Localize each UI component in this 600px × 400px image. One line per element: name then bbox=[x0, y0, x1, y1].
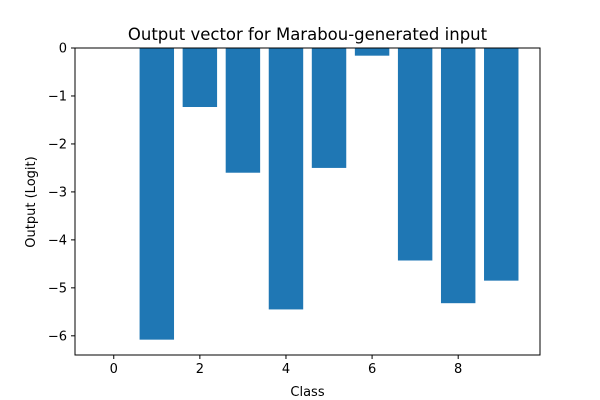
y-tick-label: 0 bbox=[59, 42, 67, 57]
y-tick-label: −1 bbox=[48, 89, 67, 104]
x-tick-label: 6 bbox=[368, 362, 376, 377]
x-axis-label: Class bbox=[290, 385, 324, 400]
bar-class-1 bbox=[139, 48, 175, 340]
y-tick-label: −5 bbox=[48, 281, 67, 296]
x-tick-label: 2 bbox=[196, 362, 204, 377]
x-axis: 0 2 4 6 8 bbox=[110, 355, 462, 377]
y-tick-label: −6 bbox=[48, 329, 67, 344]
chart-title: Output vector for Marabou-generated inpu… bbox=[128, 25, 488, 44]
y-tick-label: −3 bbox=[48, 185, 67, 200]
bar-class-2 bbox=[182, 48, 218, 108]
bar-class-5 bbox=[311, 48, 347, 168]
x-tick-label: 0 bbox=[110, 362, 118, 377]
x-tick-label: 4 bbox=[282, 362, 290, 377]
y-axis: 0 −1 −2 −3 −4 −5 −6 bbox=[48, 42, 75, 344]
y-tick-label: −2 bbox=[48, 137, 67, 152]
bars-group bbox=[139, 48, 519, 340]
bar-class-4 bbox=[268, 48, 304, 310]
bar-class-6 bbox=[354, 48, 390, 56]
bar-class-3 bbox=[225, 48, 261, 173]
y-tick-label: −4 bbox=[48, 233, 67, 248]
y-axis-label: Output (Logit) bbox=[24, 156, 39, 247]
bar-class-7 bbox=[397, 48, 433, 261]
bar-class-8 bbox=[440, 48, 476, 304]
bar-class-9 bbox=[484, 48, 519, 281]
plot-frame bbox=[74, 47, 541, 356]
x-tick-label: 8 bbox=[454, 362, 462, 377]
